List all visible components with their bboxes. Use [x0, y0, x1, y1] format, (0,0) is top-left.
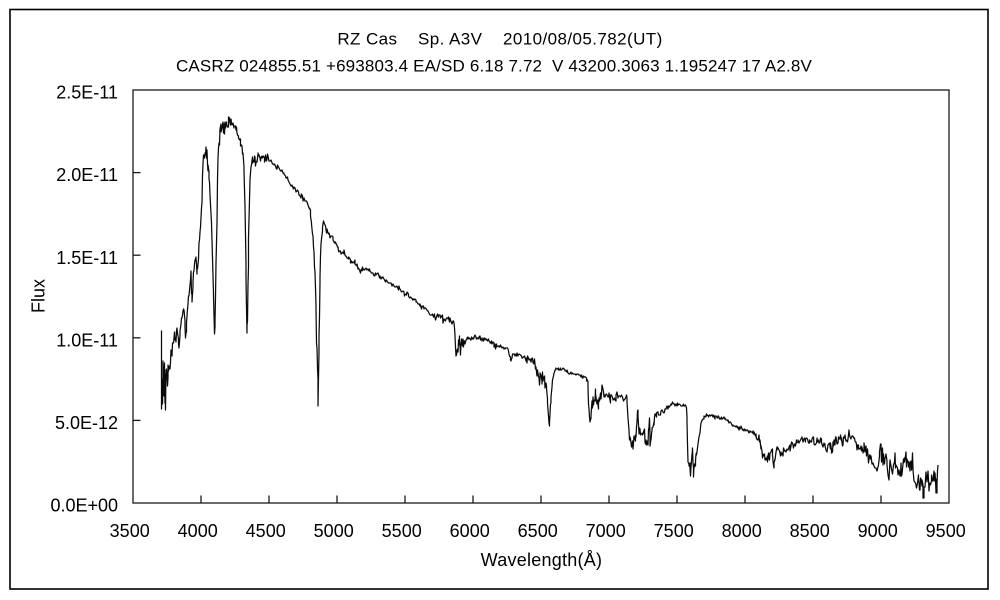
svg-text:7500: 7500: [654, 521, 694, 541]
svg-text:8000: 8000: [722, 521, 762, 541]
svg-text:6000: 6000: [450, 521, 490, 541]
svg-text:6500: 6500: [518, 521, 558, 541]
svg-text:CASRZ 024855.51 +693803.4 EA/S: CASRZ 024855.51 +693803.4 EA/SD 6.18 7.7…: [176, 57, 812, 76]
svg-text:2.5E-11: 2.5E-11: [56, 83, 118, 103]
svg-text:9000: 9000: [858, 521, 898, 541]
svg-text:2.0E-11: 2.0E-11: [56, 165, 118, 185]
svg-text:0.0E+00: 0.0E+00: [50, 496, 118, 516]
svg-text:5000: 5000: [314, 521, 354, 541]
svg-text:5.0E-12: 5.0E-12: [55, 413, 118, 433]
svg-text:5500: 5500: [382, 521, 422, 541]
svg-text:1.0E-11: 1.0E-11: [56, 330, 118, 350]
svg-text:Wavelength(Å): Wavelength(Å): [481, 550, 603, 570]
svg-text:8500: 8500: [790, 521, 830, 541]
svg-text:3500: 3500: [110, 521, 150, 541]
svg-text:9500: 9500: [926, 521, 966, 541]
svg-text:RZ Cas Sp. A3V 2010/08/0: RZ Cas Sp. A3V 2010/08/05.782(UT): [337, 30, 662, 49]
svg-text:4000: 4000: [178, 521, 218, 541]
svg-text:1.5E-11: 1.5E-11: [56, 248, 118, 268]
svg-text:Flux: Flux: [29, 279, 49, 313]
svg-text:7000: 7000: [586, 521, 626, 541]
svg-text:4500: 4500: [246, 521, 286, 541]
